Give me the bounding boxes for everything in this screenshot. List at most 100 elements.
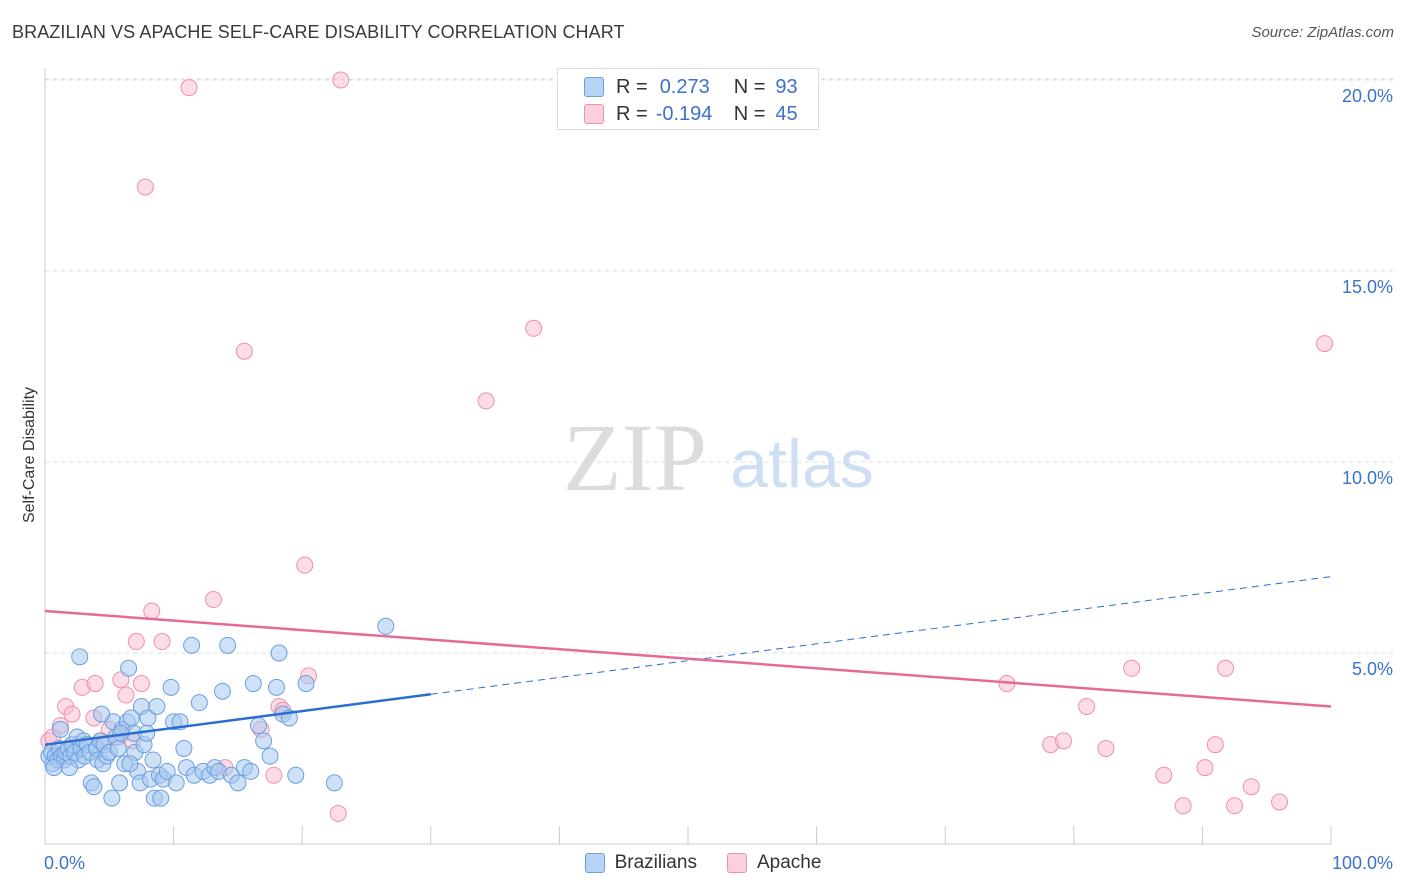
brazilian-point	[152, 789, 170, 807]
brazilian-point	[219, 636, 237, 654]
legend-n-value: 45	[775, 102, 798, 125]
apache-point	[117, 686, 135, 704]
legend-r-value: 0.273	[659, 75, 710, 98]
brazilians-trend-dashed	[430, 576, 1332, 695]
brazilian-point	[297, 675, 315, 693]
apache-point	[1123, 659, 1141, 677]
apache-points	[40, 71, 1334, 822]
apache-point	[63, 705, 81, 723]
brazilian-point	[267, 678, 285, 696]
brazilian-point	[51, 720, 69, 738]
legend-label-apache: Apache	[756, 852, 822, 873]
legend-swatch-blue	[584, 77, 604, 97]
series-legend: Brazilians Apache	[0, 852, 1406, 874]
trend-lines	[44, 576, 1332, 746]
apache-point	[477, 392, 495, 410]
legend-row-apache: R = -0.194 N = 45	[584, 101, 798, 127]
apache-point	[1242, 778, 1260, 796]
brazilian-points	[40, 617, 395, 807]
apache-point	[153, 633, 171, 651]
apache-point	[127, 633, 145, 651]
apache-point	[204, 591, 222, 609]
legend-item-apache: Apache	[726, 852, 822, 874]
apache-point	[1271, 793, 1289, 811]
apache-point	[1055, 732, 1073, 750]
legend-r-label: R =	[616, 75, 648, 98]
y-tick-label: 10.0%	[1342, 468, 1393, 488]
brazilian-point	[249, 717, 267, 735]
y-tick-label: 15.0%	[1342, 277, 1393, 297]
brazilian-point	[60, 759, 78, 777]
apache-point	[1097, 740, 1115, 757]
legend-n-value: 93	[775, 75, 798, 98]
brazilian-point	[175, 740, 193, 757]
source-label: Source: ZipAtlas.com	[1251, 24, 1394, 41]
apache-point	[1174, 797, 1192, 815]
brazilian-point	[162, 678, 180, 696]
apache-point	[1226, 797, 1244, 815]
apache-point	[1155, 766, 1173, 784]
brazilian-point	[244, 675, 262, 693]
brazilian-point	[261, 747, 279, 765]
brazilian-point	[121, 755, 139, 773]
brazilian-point	[183, 636, 201, 654]
brazilian-point	[242, 762, 260, 780]
brazilian-point	[85, 778, 103, 796]
legend-r-label: R =	[616, 102, 648, 125]
legend-label-brazilians: Brazilians	[614, 852, 697, 873]
brazilian-point	[377, 617, 395, 635]
brazilian-point	[120, 659, 138, 677]
apache-point	[132, 675, 150, 693]
watermark-atlas: atlas	[730, 426, 874, 502]
brazilian-point	[287, 766, 305, 784]
brazilian-point	[111, 774, 129, 792]
brazilian-point	[45, 759, 63, 777]
y-tick-label: 5.0%	[1352, 659, 1393, 679]
apache-point	[1316, 335, 1334, 353]
axes	[44, 68, 1332, 845]
watermark-zip: ZIP	[563, 404, 707, 511]
apache-point	[332, 71, 350, 89]
x-tick-label: 100.0%	[1332, 853, 1393, 873]
brazilian-point	[255, 732, 273, 750]
tick-labels: 5.0% 10.0% 15.0% 20.0% 0.0% 100.0%	[44, 86, 1393, 873]
legend-swatch-pink	[584, 104, 604, 124]
x-tick-label: 0.0%	[44, 853, 85, 873]
brazilian-point	[190, 694, 208, 712]
apache-point	[136, 178, 154, 196]
legend-row-brazilians: R = 0.273 N = 93	[584, 74, 798, 100]
y-tick-label: 20.0%	[1342, 86, 1393, 106]
apache-point	[329, 804, 347, 822]
legend-swatch-brazilians	[584, 853, 605, 873]
stats-legend: R = 0.273 N = 93 R = -0.194 N = 45	[557, 68, 819, 130]
legend-swatch-apache	[726, 853, 747, 873]
brazilian-point	[158, 762, 176, 780]
brazilian-point	[93, 705, 111, 723]
brazilian-point	[144, 751, 162, 769]
apache-point	[1217, 659, 1235, 677]
grid-lines	[45, 78, 1395, 654]
legend-n-label: N =	[733, 102, 766, 125]
apache-point	[1206, 736, 1224, 754]
brazilian-point	[167, 774, 185, 792]
apache-point	[86, 675, 104, 693]
legend-n-label: N =	[733, 75, 766, 98]
legend-r-value: -0.194	[655, 102, 713, 125]
apache-trend	[44, 609, 1332, 708]
apache-point	[265, 766, 283, 784]
brazilian-point	[270, 644, 288, 662]
brazilian-point	[148, 697, 166, 715]
apache-point	[1196, 759, 1214, 777]
brazilian-point	[71, 648, 89, 666]
brazilian-point	[139, 709, 157, 727]
apache-point	[525, 319, 543, 337]
brazilian-point	[229, 774, 247, 792]
apache-point	[235, 342, 253, 360]
brazilian-point	[213, 682, 231, 700]
chart-title: BRAZILIAN VS APACHE SELF-CARE DISABILITY…	[12, 22, 625, 42]
apache-point	[296, 556, 314, 574]
apache-point	[180, 79, 198, 97]
brazilian-point	[103, 789, 121, 807]
brazilian-point	[109, 740, 127, 757]
